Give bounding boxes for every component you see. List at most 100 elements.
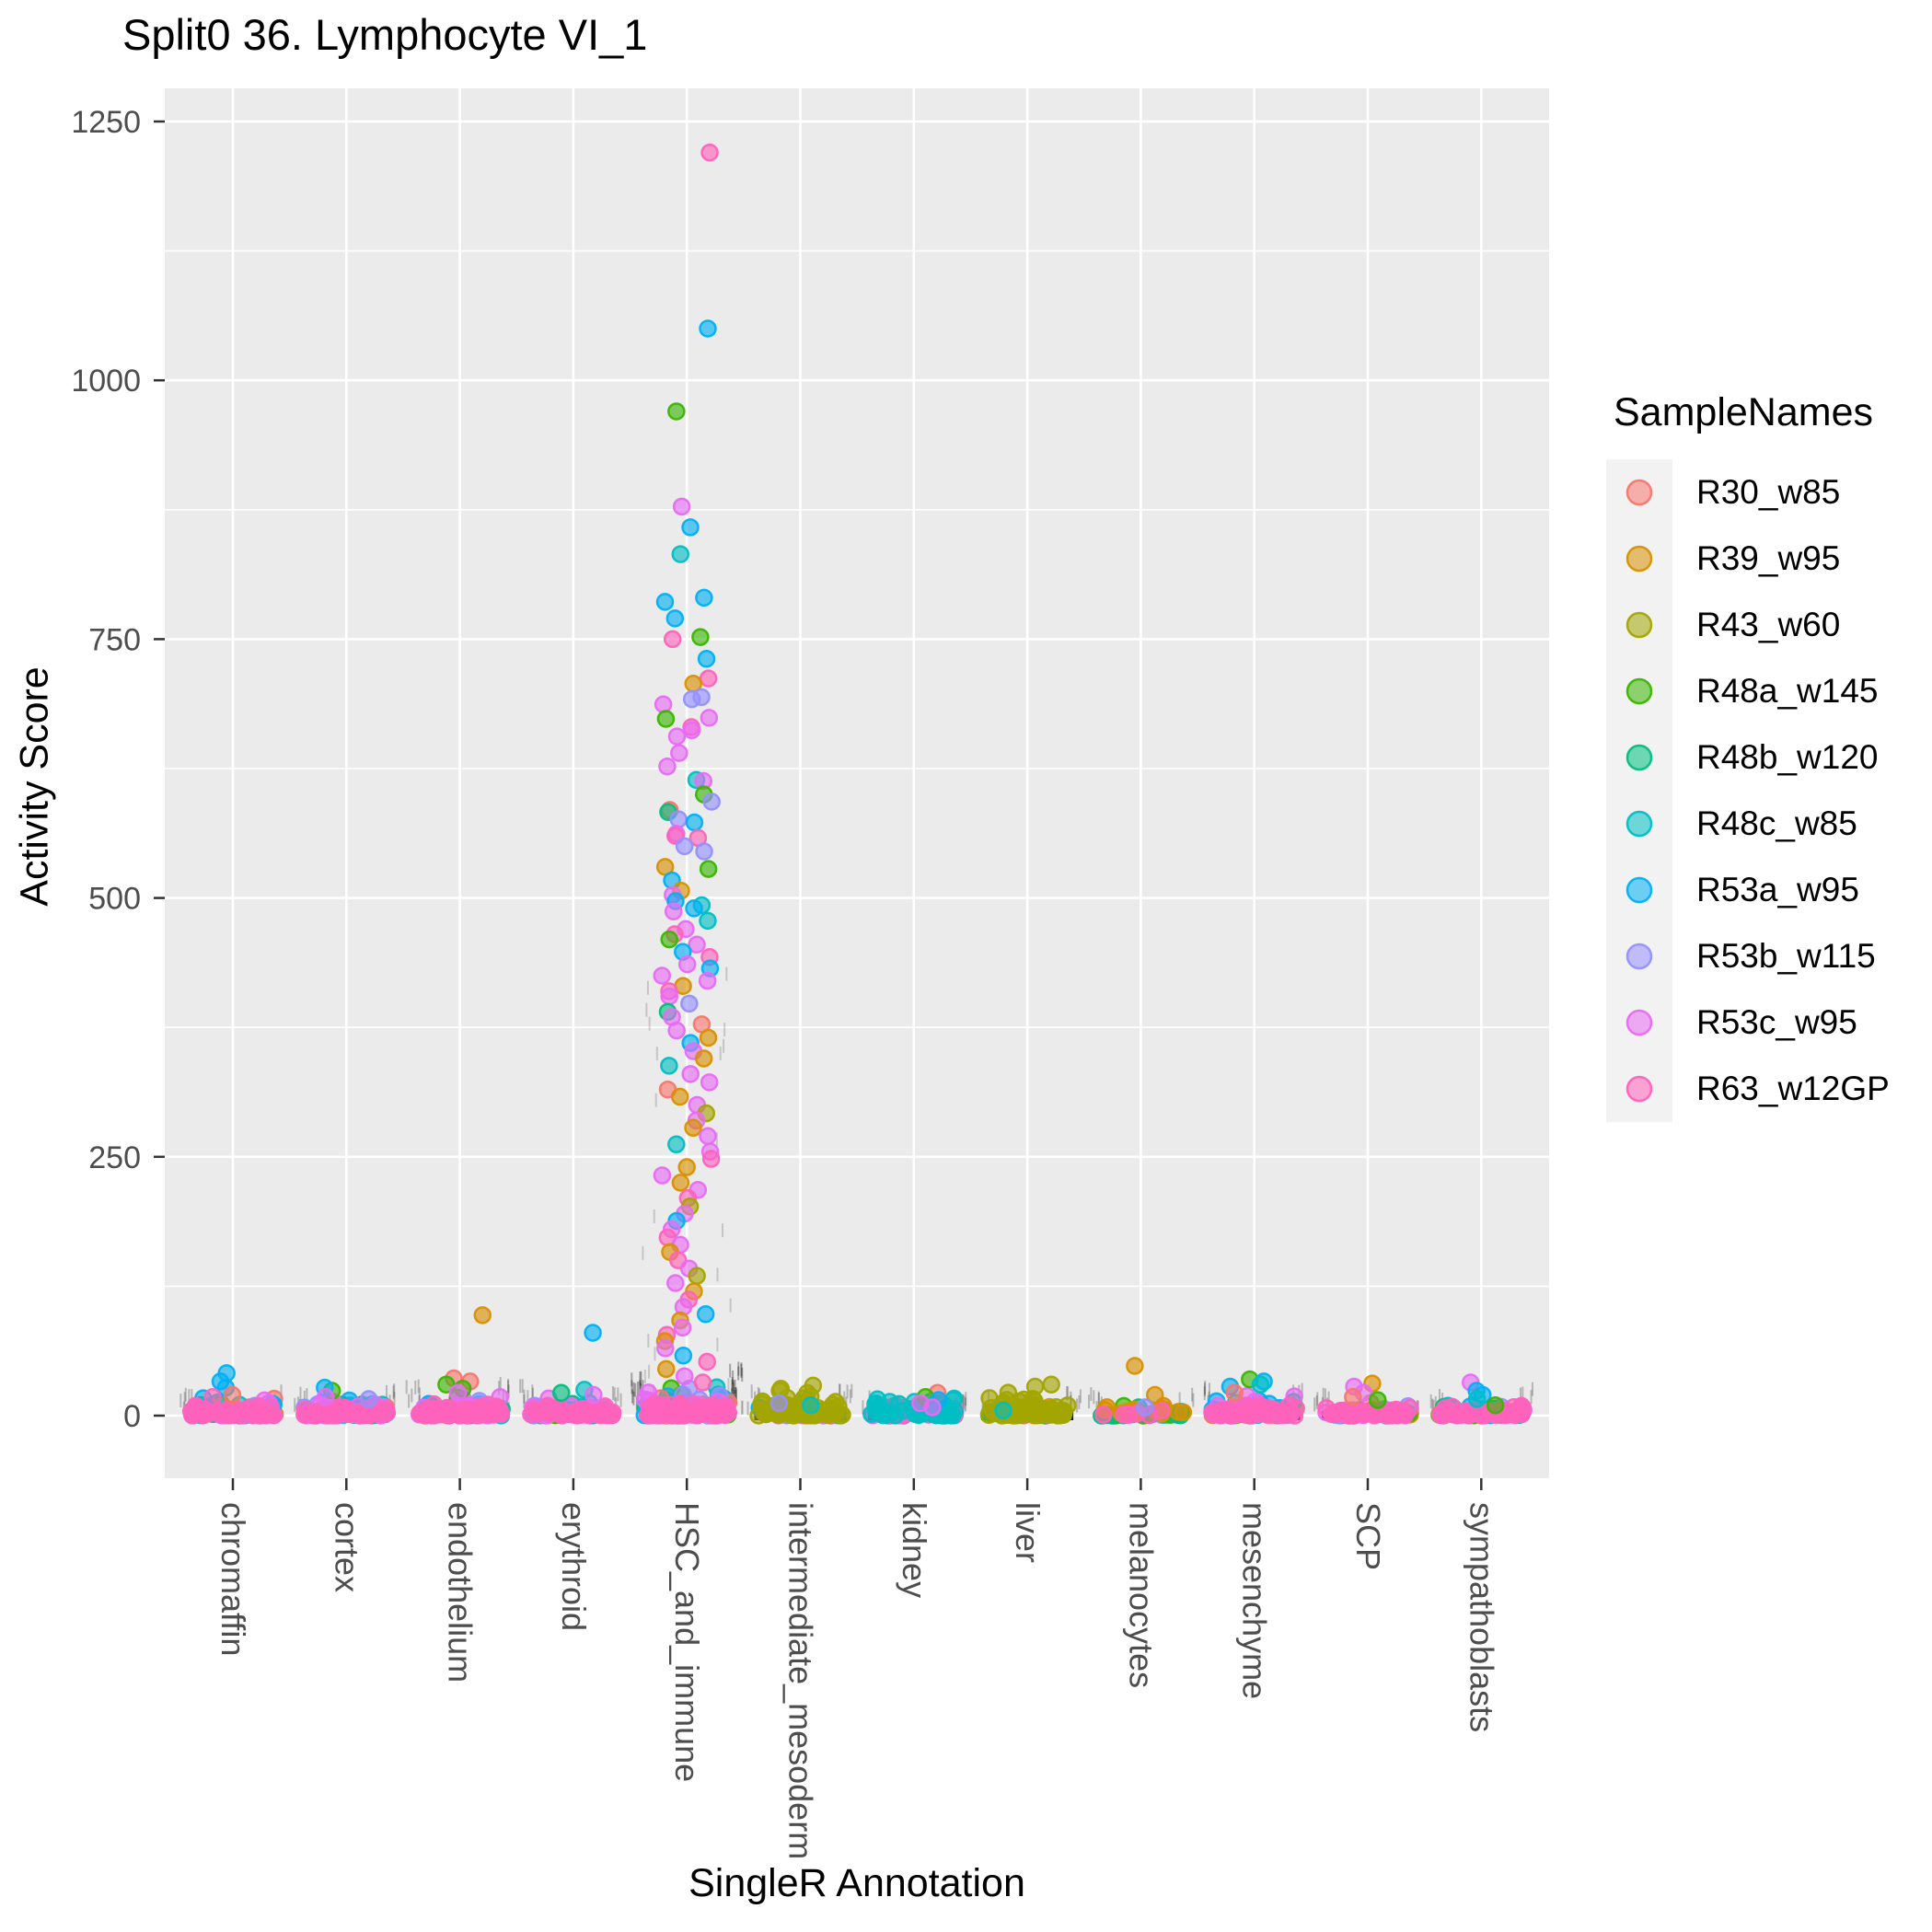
data-point — [945, 1402, 964, 1421]
data-point — [223, 1385, 242, 1405]
legend-key — [1606, 923, 1672, 989]
legend-label: R48a_w145 — [1696, 672, 1879, 710]
data-point — [671, 1174, 690, 1192]
legend-key — [1606, 592, 1672, 658]
data-point — [309, 1402, 329, 1421]
data-point — [699, 319, 717, 338]
data-point — [769, 1394, 789, 1413]
legend-dot-icon — [1625, 1009, 1653, 1036]
data-point — [677, 954, 697, 974]
data-point — [804, 1376, 823, 1395]
data-point — [802, 1396, 820, 1415]
data-point — [1279, 1396, 1298, 1416]
legend-dot-icon — [1625, 677, 1653, 705]
legend-dot-icon — [1625, 545, 1653, 573]
data-point — [584, 1324, 602, 1342]
data-point — [1212, 1402, 1231, 1421]
legend-item: R53b_w115 — [1606, 923, 1890, 989]
data-point — [701, 1150, 721, 1168]
data-point — [674, 1347, 693, 1365]
category-group-endothelium — [405, 1306, 511, 1425]
legend-item: R43_w60 — [1606, 592, 1890, 658]
x-tick-label-cortex: cortex — [328, 1502, 365, 1592]
category-group-SCP — [1313, 1374, 1419, 1425]
legend-label: R53a_w95 — [1696, 871, 1859, 908]
y-tick-label: 250 — [88, 1140, 141, 1175]
data-point — [1388, 1406, 1407, 1425]
legend-key — [1606, 526, 1672, 592]
legend-label: R39_w95 — [1696, 539, 1841, 577]
category-group-erythroid — [519, 1324, 622, 1425]
category-group-mesenchyme — [1203, 1370, 1305, 1425]
legend-label: R30_w85 — [1696, 473, 1841, 511]
legend-key — [1606, 724, 1672, 791]
legend-dot-icon — [1625, 943, 1653, 970]
x-tick-label-HSC_and_immune: HSC_and_immune — [668, 1502, 706, 1782]
data-point — [584, 1385, 603, 1405]
data-point — [667, 1021, 686, 1040]
legend-label: R53b_w115 — [1696, 937, 1876, 975]
data-point — [527, 1405, 547, 1423]
plot-title: Split0 36. Lymphocyte VI_1 — [122, 10, 648, 59]
data-point — [597, 1406, 617, 1425]
data-point — [663, 630, 682, 649]
category-group-sympathoblasts — [1429, 1373, 1533, 1425]
x-tick-label-sympathoblasts: sympathoblasts — [1463, 1502, 1500, 1732]
data-point — [702, 792, 721, 811]
data-point — [1094, 1406, 1113, 1424]
data-point — [691, 628, 710, 646]
data-point — [566, 1402, 585, 1421]
data-point — [695, 588, 713, 607]
data-point — [685, 813, 704, 832]
legend-item: R53a_w95 — [1606, 857, 1890, 923]
x-tick-label-erythroid: erythroid — [555, 1502, 593, 1631]
data-point — [203, 1388, 222, 1406]
data-point — [677, 1158, 696, 1176]
data-point — [699, 911, 717, 931]
data-point — [673, 1318, 692, 1337]
data-point — [669, 810, 688, 828]
legend-dot-icon — [1625, 876, 1653, 904]
data-point — [664, 902, 683, 920]
legend-key — [1606, 658, 1672, 724]
data-point — [653, 1166, 672, 1185]
data-point — [660, 987, 678, 1006]
x-tick-label-SCP: SCP — [1349, 1502, 1387, 1570]
data-point — [1225, 1383, 1244, 1403]
category-group-HSC_and_immune — [631, 143, 744, 1425]
data-point — [1174, 1403, 1193, 1422]
data-point — [656, 1339, 675, 1358]
data-point — [665, 1404, 685, 1422]
data-point — [1456, 1404, 1475, 1422]
data-point — [195, 1403, 214, 1421]
data-point — [653, 966, 672, 985]
legend: SampleNames R30_w85 R39_w95 R43_w60 R48a_w1… — [1606, 390, 1890, 1122]
data-point — [682, 721, 701, 740]
data-point — [657, 1359, 676, 1379]
x-axis-title: SingleR Annotation — [688, 1861, 1025, 1905]
data-point — [671, 545, 690, 563]
legend-key — [1606, 459, 1672, 526]
data-point — [1344, 1388, 1362, 1406]
legend-key — [1606, 791, 1672, 857]
legend-label: R63_w12GP — [1696, 1070, 1890, 1107]
legend-label: R48b_w120 — [1696, 738, 1879, 776]
data-point — [675, 1367, 694, 1386]
y-tick-label: 500 — [88, 882, 141, 917]
data-point — [685, 899, 703, 918]
data-point — [699, 860, 718, 878]
data-point — [698, 971, 717, 990]
legend-dot-icon — [1625, 744, 1653, 771]
data-point — [1255, 1399, 1274, 1418]
legend-item: R63_w12GP — [1606, 1056, 1890, 1122]
data-point — [700, 143, 719, 162]
legend-label: R48c_w85 — [1696, 804, 1857, 842]
x-tick-label-kidney: kidney — [896, 1502, 933, 1598]
data-point — [699, 669, 718, 688]
x-tick-label-endothelium: endothelium — [442, 1502, 480, 1683]
data-point — [359, 1390, 378, 1408]
data-point — [715, 1406, 735, 1425]
data-point — [670, 744, 688, 762]
data-point — [430, 1405, 449, 1424]
